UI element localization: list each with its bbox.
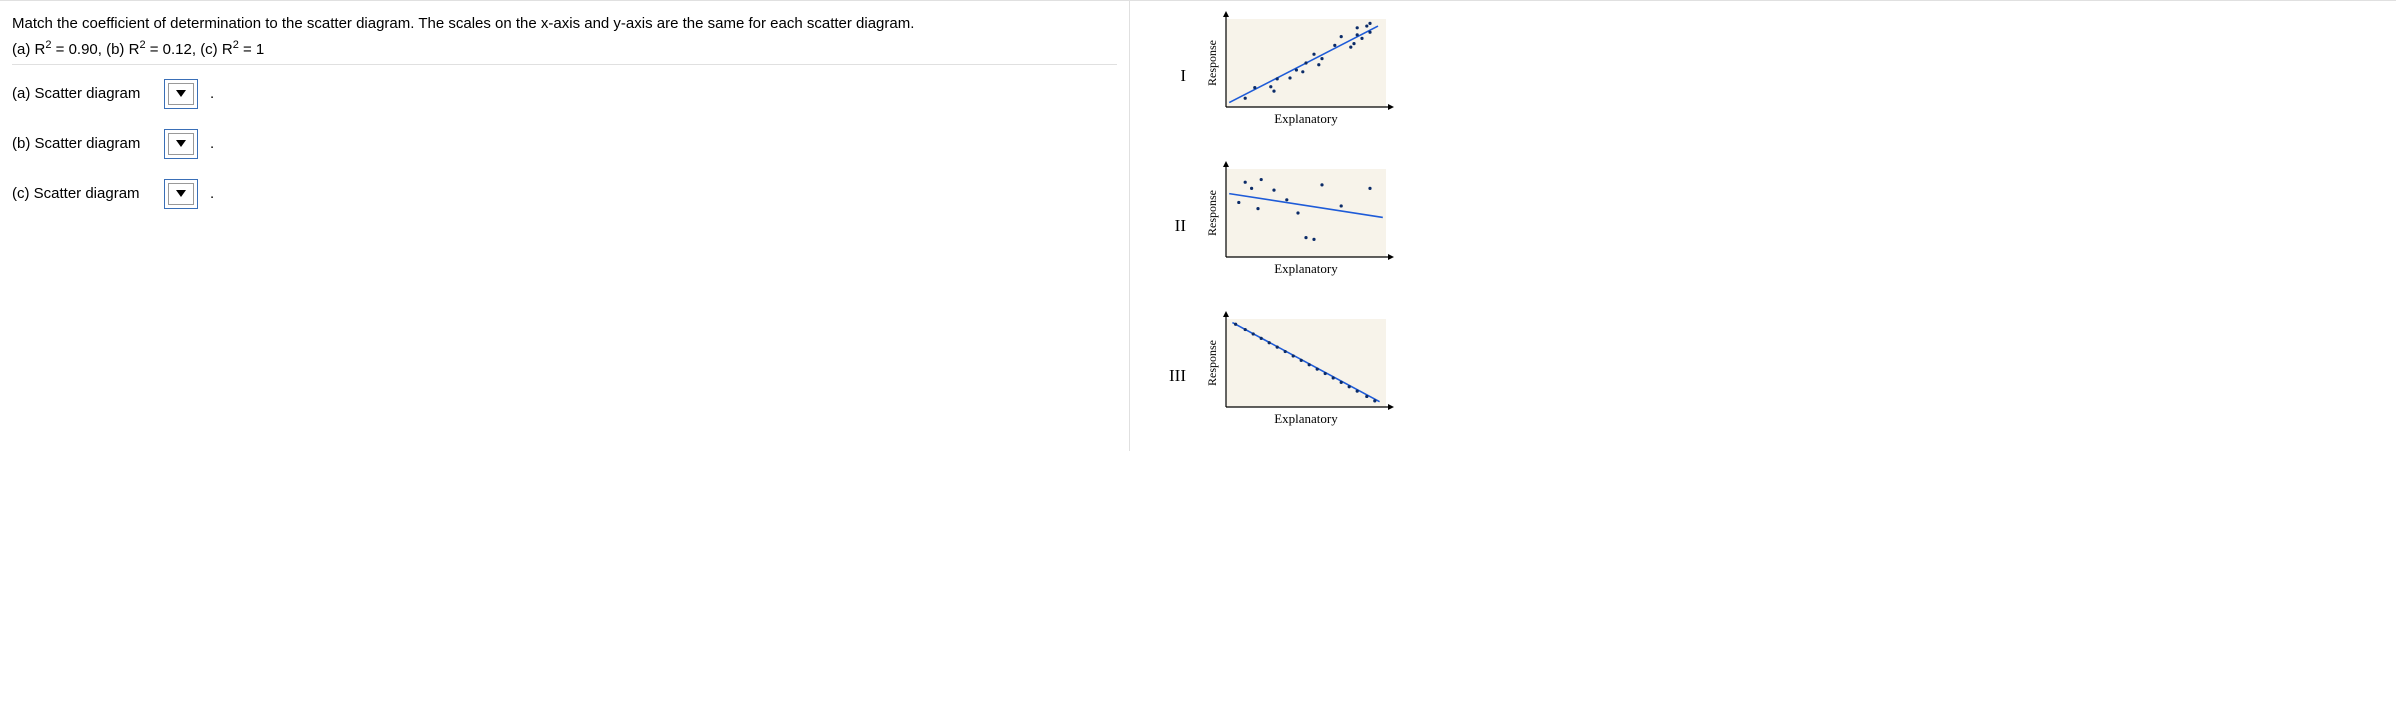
question-container: Match the coefficient of determination t… — [0, 0, 2396, 451]
chevron-down-icon — [176, 140, 186, 147]
scatter-diagram-1: Response Explanatory — [1204, 11, 1394, 141]
eq-b-post: = 0.12, — [146, 41, 201, 58]
svg-text:Explanatory: Explanatory — [1274, 111, 1338, 126]
chevron-down-icon — [176, 90, 186, 97]
diagram-row-1: I Response Explanatory — [1150, 11, 1490, 141]
svg-text:Explanatory: Explanatory — [1274, 261, 1338, 276]
diagram-row-2: II Response Explanatory — [1150, 161, 1490, 291]
separator — [12, 64, 1117, 65]
row-a-label: (a) Scatter diagram — [12, 85, 154, 102]
scatter-diagram-2: Response Explanatory — [1204, 161, 1394, 291]
row-a-period: . — [210, 85, 214, 102]
dropdown-c-wrap — [164, 179, 198, 209]
dropdown-a-wrap — [164, 79, 198, 109]
left-column: Match the coefficient of determination t… — [0, 1, 1130, 451]
svg-text:Explanatory: Explanatory — [1274, 411, 1338, 426]
eq-c-pre: (c) R — [200, 41, 233, 58]
row-b: (b) Scatter diagram . — [12, 129, 1117, 159]
svg-text:Response: Response — [1205, 340, 1219, 386]
eq-a-pre: (a) R — [12, 41, 45, 58]
row-c-period: . — [210, 185, 214, 202]
prompt-text: Match the coefficient of determination t… — [12, 13, 1117, 35]
dropdown-b-wrap — [164, 129, 198, 159]
diagram-row-3: III Response Explanatory — [1150, 311, 1490, 441]
chevron-down-icon — [176, 190, 186, 197]
eq-b-pre: (b) R — [106, 41, 139, 58]
row-a: (a) Scatter diagram . — [12, 79, 1117, 109]
dropdown-a[interactable] — [168, 83, 194, 105]
eq-a-post: = 0.90, — [51, 41, 106, 58]
row-b-period: . — [210, 135, 214, 152]
svg-text:Response: Response — [1205, 40, 1219, 86]
dropdown-b[interactable] — [168, 133, 194, 155]
scatter-diagram-3: Response Explanatory — [1204, 311, 1394, 441]
equation-line: (a) R2 = 0.90, (b) R2 = 0.12, (c) R2 = 1 — [12, 39, 1117, 58]
row-c-label: (c) Scatter diagram — [12, 185, 154, 202]
roman-3: III — [1150, 366, 1186, 386]
right-column: I Response Explanatory II Response Explana… — [1130, 1, 1510, 451]
roman-1: I — [1150, 66, 1186, 86]
row-c: (c) Scatter diagram . — [12, 179, 1117, 209]
svg-text:Response: Response — [1205, 190, 1219, 236]
eq-c-post: = 1 — [239, 41, 264, 58]
roman-2: II — [1150, 216, 1186, 236]
row-b-label: (b) Scatter diagram — [12, 135, 154, 152]
dropdown-c[interactable] — [168, 183, 194, 205]
